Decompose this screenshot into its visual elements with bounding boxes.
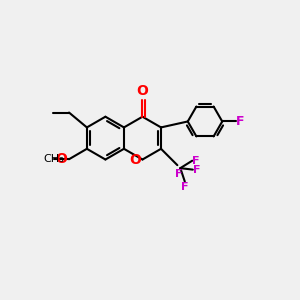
Text: CH₃: CH₃ [44,154,64,164]
Text: O: O [136,84,148,98]
Text: F: F [192,156,200,166]
Text: F: F [175,169,183,179]
Text: O: O [129,152,141,167]
Text: F: F [236,115,244,128]
Text: F: F [181,182,188,191]
Text: F: F [193,165,200,175]
Text: O: O [56,152,68,166]
